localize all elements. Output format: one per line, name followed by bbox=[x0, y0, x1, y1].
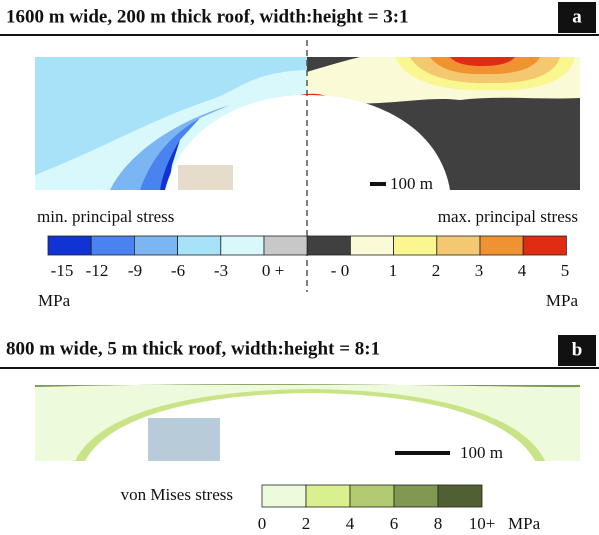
colorbar-box bbox=[393, 235, 438, 256]
caption-left: min. principal stress bbox=[37, 207, 174, 226]
colorbar-tick: 4 bbox=[518, 261, 527, 280]
colorbar-tick: -15 bbox=[51, 261, 74, 280]
colorbar-tick: - 0 bbox=[331, 261, 349, 280]
unit: MPa bbox=[508, 514, 541, 533]
colorbar-tick: 2 bbox=[302, 514, 311, 533]
scale-label: 100 m bbox=[390, 174, 433, 193]
colorbar-tick: -12 bbox=[86, 261, 109, 280]
stress-plot bbox=[35, 384, 580, 461]
colorbar-box bbox=[47, 235, 92, 256]
colorbar-tick: 5 bbox=[561, 261, 570, 280]
colorbar-tick: 0 bbox=[258, 514, 267, 533]
panel-label: b bbox=[572, 339, 583, 360]
colorbar-tick: 3 bbox=[475, 261, 484, 280]
colorbar-box bbox=[393, 484, 439, 508]
colorbar-box bbox=[306, 235, 351, 256]
colorbar-tick: 2 bbox=[432, 261, 441, 280]
panel-title: 1600 m wide, 200 m thick roof, width:hei… bbox=[6, 6, 409, 27]
colorbar-box bbox=[133, 235, 178, 256]
label-box bbox=[558, 335, 596, 366]
colorbar-tick: -9 bbox=[128, 261, 142, 280]
colorbar-box bbox=[437, 484, 483, 508]
caption-right: max. principal stress bbox=[438, 207, 578, 226]
caption: von Mises stress bbox=[121, 485, 233, 504]
colorbar-tick: 10+ bbox=[469, 514, 496, 533]
stress-plot bbox=[35, 57, 580, 190]
colorbar-box bbox=[436, 235, 481, 256]
colorbar-box bbox=[522, 235, 567, 256]
colorbar-box bbox=[349, 235, 394, 256]
colorbar-box bbox=[177, 235, 222, 256]
colorbar-tick: -6 bbox=[171, 261, 185, 280]
colorbar-tick: -3 bbox=[214, 261, 228, 280]
colorbar-box bbox=[263, 235, 308, 256]
colorbar-tick: 4 bbox=[346, 514, 355, 533]
unit-left: MPa bbox=[38, 291, 71, 310]
colorbar-tick: 8 bbox=[434, 514, 443, 533]
colorbar-box bbox=[305, 484, 351, 508]
colorbar-box bbox=[220, 235, 265, 256]
colorbar-box bbox=[479, 235, 524, 256]
label-box bbox=[558, 2, 596, 33]
colorbar-tick: 0 + bbox=[262, 261, 284, 280]
panel-title: 800 m wide, 5 m thick roof, width:height… bbox=[6, 338, 380, 359]
colorbar-tick: 6 bbox=[390, 514, 399, 533]
colorbar-tick: 1 bbox=[389, 261, 398, 280]
unit-right: MPa bbox=[546, 291, 579, 310]
scale-label: 100 m bbox=[460, 443, 503, 462]
colorbar-box bbox=[349, 484, 395, 508]
colorbar-box bbox=[90, 235, 135, 256]
colorbar-box bbox=[261, 484, 307, 508]
panel-label: a bbox=[572, 6, 582, 27]
